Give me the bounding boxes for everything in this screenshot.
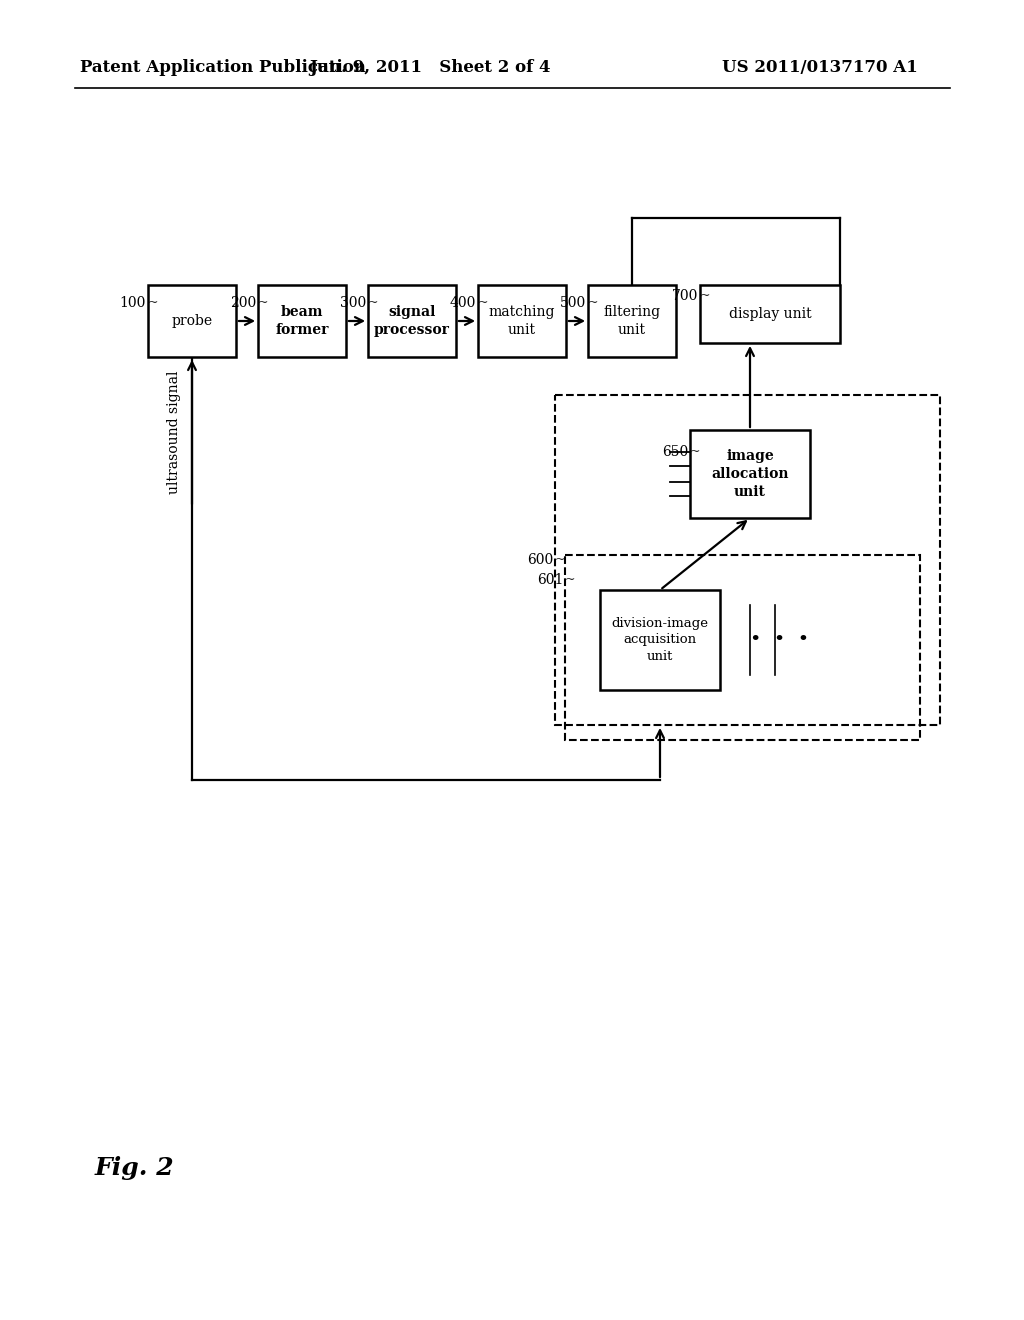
Text: probe: probe bbox=[171, 314, 213, 327]
Bar bbox=[258, 285, 346, 356]
Text: US 2011/0137170 A1: US 2011/0137170 A1 bbox=[722, 59, 918, 77]
Text: display unit: display unit bbox=[729, 308, 811, 321]
Text: •  •  •: • • • bbox=[750, 631, 809, 649]
Text: Patent Application Publication: Patent Application Publication bbox=[80, 59, 366, 77]
Text: matching
unit: matching unit bbox=[488, 305, 555, 337]
Text: ~: ~ bbox=[258, 297, 268, 309]
Text: filtering
unit: filtering unit bbox=[603, 305, 660, 337]
Text: 300: 300 bbox=[340, 296, 366, 310]
Text: ultrasound signal: ultrasound signal bbox=[167, 370, 181, 494]
Text: ~: ~ bbox=[690, 446, 700, 458]
Text: 100: 100 bbox=[120, 296, 146, 310]
Bar bbox=[565, 554, 920, 741]
Bar bbox=[600, 590, 720, 690]
Bar bbox=[368, 285, 456, 356]
Text: division-image
acquisition
unit: division-image acquisition unit bbox=[611, 616, 709, 664]
Text: Jun. 9, 2011   Sheet 2 of 4: Jun. 9, 2011 Sheet 2 of 4 bbox=[309, 59, 551, 77]
Bar bbox=[555, 395, 940, 725]
Text: signal
processor: signal processor bbox=[374, 305, 450, 337]
Text: 600: 600 bbox=[526, 553, 553, 568]
Text: image
allocation
unit: image allocation unit bbox=[712, 449, 788, 499]
Bar bbox=[690, 430, 810, 517]
Text: Fig. 2: Fig. 2 bbox=[95, 1156, 175, 1180]
Bar bbox=[478, 285, 566, 356]
Text: ~: ~ bbox=[148, 297, 159, 309]
Text: 400: 400 bbox=[450, 296, 476, 310]
Text: ~: ~ bbox=[565, 573, 575, 586]
Text: ~: ~ bbox=[478, 297, 488, 309]
Text: 700: 700 bbox=[672, 289, 698, 304]
Text: 500: 500 bbox=[560, 296, 586, 310]
Text: ~: ~ bbox=[555, 553, 565, 566]
Bar bbox=[700, 285, 840, 343]
Text: beam
former: beam former bbox=[275, 305, 329, 337]
Text: ~: ~ bbox=[700, 289, 711, 302]
Text: ~: ~ bbox=[588, 297, 598, 309]
Bar bbox=[588, 285, 676, 356]
Bar bbox=[148, 285, 236, 356]
Text: ~: ~ bbox=[368, 297, 379, 309]
Text: 650: 650 bbox=[662, 445, 688, 459]
Text: 601: 601 bbox=[537, 573, 563, 587]
Text: 200: 200 bbox=[229, 296, 256, 310]
